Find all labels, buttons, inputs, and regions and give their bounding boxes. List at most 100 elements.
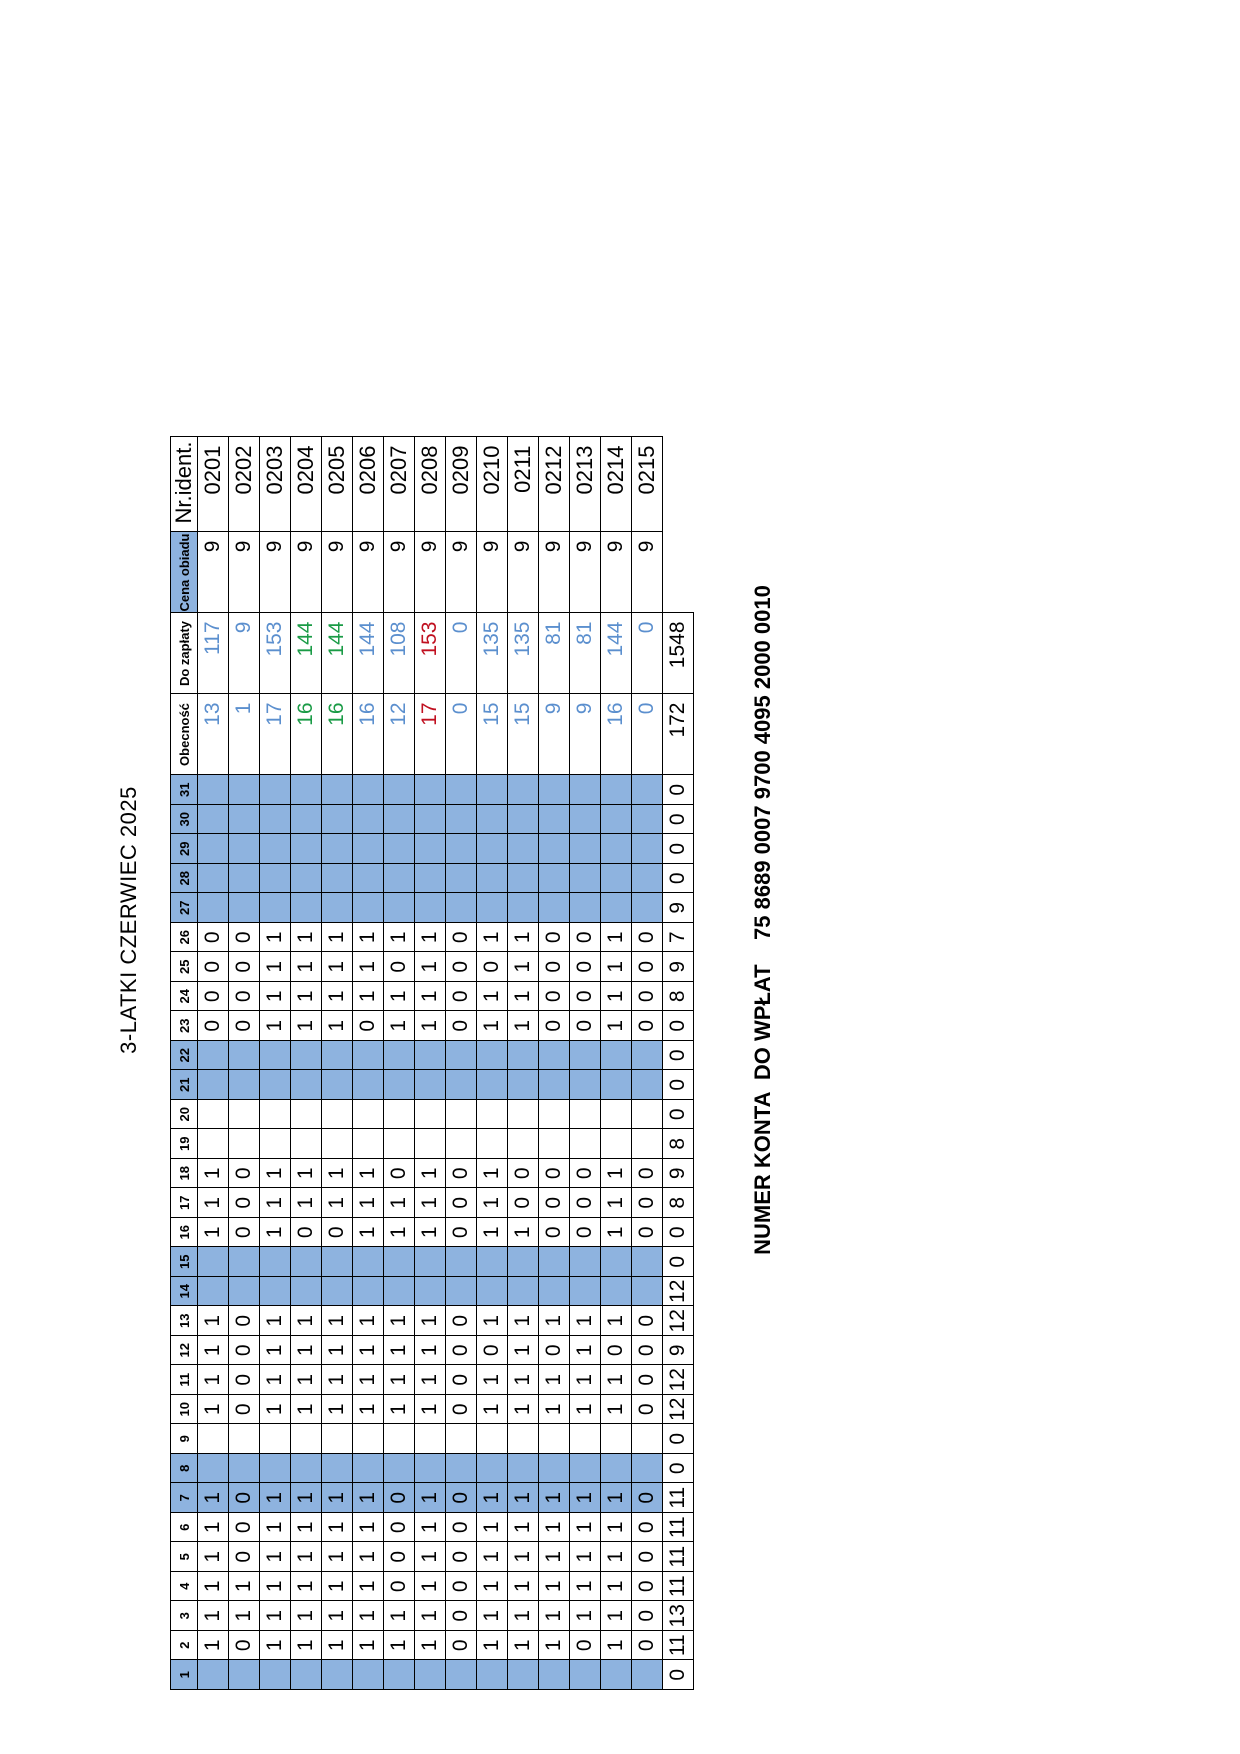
total-day-cell: 8	[662, 1188, 694, 1218]
day-cell	[352, 1276, 384, 1306]
day-cell	[290, 1276, 322, 1306]
rotated-page: 3-LATKI CZERWIEC 2025 1 2 3 4 5 6 7 8 9 10 11 12 13 1…	[100, 120, 980, 1720]
day-cell: 1	[600, 981, 632, 1011]
day-cell	[414, 1276, 446, 1306]
day-cell: 1	[290, 1011, 322, 1041]
day-cell	[476, 804, 508, 834]
day-cell	[414, 775, 446, 805]
attendance-cell: 15	[476, 694, 508, 775]
day-cell	[631, 1070, 663, 1100]
meal-price-cell: 9	[569, 532, 601, 613]
day-cell	[228, 1453, 260, 1483]
day-cell: 0	[631, 1542, 663, 1572]
day-cell: 1	[290, 1365, 322, 1395]
day-cell	[538, 1099, 570, 1129]
total-day-cell: 0	[662, 1660, 694, 1690]
day-cell: 1	[259, 1601, 291, 1631]
day-cell: 0	[383, 1158, 415, 1188]
day-cell: 0	[476, 952, 508, 982]
day-cell: 1	[352, 1630, 384, 1660]
day-cell	[631, 834, 663, 864]
day-cell	[352, 1453, 384, 1483]
day-cell: 0	[445, 1483, 477, 1513]
day-cell	[259, 1453, 291, 1483]
day-cell: 0	[569, 1217, 601, 1247]
day-cell: 1	[569, 1306, 601, 1336]
day-cell: 1	[259, 1571, 291, 1601]
total-day-cell: 7	[662, 922, 694, 952]
day-cell	[259, 1040, 291, 1070]
day-cell	[445, 775, 477, 805]
day-cell: 1	[569, 1394, 601, 1424]
day-cell: 1	[600, 1483, 632, 1513]
day-cell: 1	[414, 952, 446, 982]
day-cell	[476, 1040, 508, 1070]
day-cell	[197, 1099, 229, 1129]
empty-cell	[663, 437, 694, 532]
day-cell: 0	[569, 1158, 601, 1188]
day-cell: 1	[476, 1630, 508, 1660]
day-cell	[538, 863, 570, 893]
day-cell: 1	[507, 981, 539, 1011]
day-cell: 0	[445, 1306, 477, 1336]
day-cell: 1	[383, 1306, 415, 1336]
day-cell: 1	[414, 1601, 446, 1631]
day-cell: 1	[321, 1512, 353, 1542]
day-cell: 1	[569, 1483, 601, 1513]
day-cell	[600, 775, 632, 805]
day-cell	[228, 1099, 260, 1129]
to-pay-cell: 144	[321, 613, 353, 694]
day-cell	[383, 1247, 415, 1277]
to-pay-cell: 81	[569, 613, 601, 694]
day-cell: 1	[290, 922, 322, 952]
table-row: 1 1 1 1 1 1 1 1 1 1 0 1 1 1 1 1 1 16 144 9 0204	[290, 437, 322, 1690]
day-cell: 1	[383, 1217, 415, 1247]
day-cell: 0	[445, 1542, 477, 1572]
day-cell	[476, 834, 508, 864]
day-cell	[507, 893, 539, 923]
to-pay-cell: 153	[414, 613, 446, 694]
day-cell: 1	[352, 1306, 384, 1336]
day-header: 10	[170, 1394, 198, 1424]
day-cell	[445, 1129, 477, 1159]
day-cell: 0	[600, 1335, 632, 1365]
day-cell	[228, 893, 260, 923]
total-day-cell: 8	[662, 1129, 694, 1159]
day-cell: 1	[414, 1188, 446, 1218]
day-cell: 0	[507, 1158, 539, 1188]
to-pay-cell: 144	[352, 613, 384, 694]
day-cell	[352, 1129, 384, 1159]
day-cell: 0	[631, 1512, 663, 1542]
total-day-cell: 0	[662, 804, 694, 834]
day-header: 2	[170, 1630, 198, 1660]
day-cell: 1	[321, 1365, 353, 1395]
day-cell: 1	[197, 1158, 229, 1188]
day-cell	[352, 834, 384, 864]
day-cell: 1	[197, 1630, 229, 1660]
day-cell	[259, 893, 291, 923]
table-row: 0 0 0 0 0 0 0 0 0 0 0 0 0 0 0 0 0 0 0 9 0209	[445, 437, 477, 1690]
day-cell	[321, 1247, 353, 1277]
day-cell: 0	[445, 1394, 477, 1424]
day-cell	[507, 1129, 539, 1159]
day-cell: 1	[352, 1601, 384, 1631]
day-cell	[259, 863, 291, 893]
day-cell: 0	[228, 1512, 260, 1542]
day-cell: 1	[600, 922, 632, 952]
day-cell: 1	[197, 1601, 229, 1631]
day-cell	[352, 1099, 384, 1129]
day-cell	[414, 1040, 446, 1070]
attendance-cell: 1	[228, 694, 260, 775]
day-cell: 1	[321, 1158, 353, 1188]
meal-price-cell: 9	[352, 532, 384, 613]
day-cell: 1	[321, 922, 353, 952]
day-cell	[476, 1129, 508, 1159]
day-cell: 1	[507, 1365, 539, 1395]
day-cell: 1	[290, 1512, 322, 1542]
day-cell	[476, 1276, 508, 1306]
day-cell	[197, 863, 229, 893]
day-cell: 1	[414, 1306, 446, 1336]
day-cell: 1	[414, 1571, 446, 1601]
day-cell: 1	[259, 1011, 291, 1041]
id-cell: 0202	[228, 437, 260, 532]
